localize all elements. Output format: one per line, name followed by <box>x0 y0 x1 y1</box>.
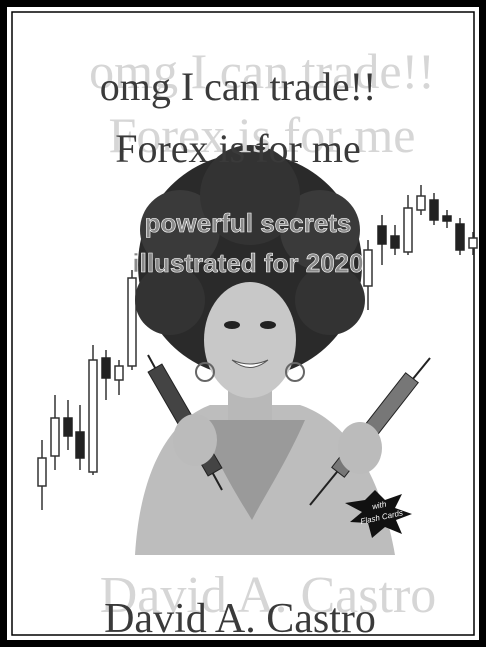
book-cover: with Flash Cards omg I can trade!! omg I… <box>0 0 486 647</box>
title-line: Forex is for me <box>115 126 361 171</box>
tagline: powerful secrets <box>145 208 352 238</box>
author: David A. Castro <box>104 596 376 642</box>
tagline: illustrated for 2020 <box>132 248 363 278</box>
title-line: omg I can trade!! <box>100 64 377 109</box>
